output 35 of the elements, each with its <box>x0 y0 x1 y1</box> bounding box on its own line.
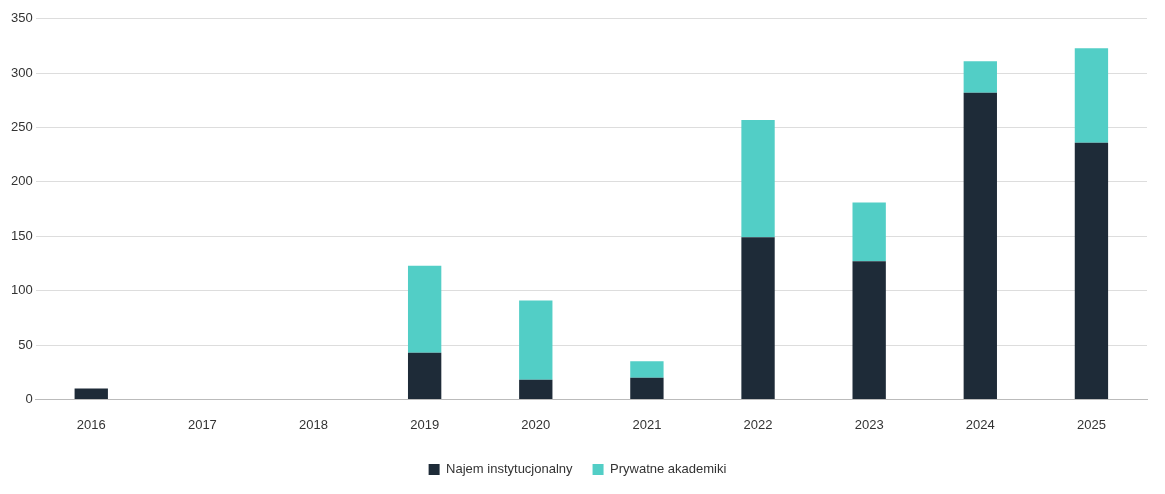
y-tick-label: 100 <box>10 282 33 298</box>
x-tick-label: 2017 <box>187 416 217 432</box>
y-tick-label: 0 <box>25 390 33 406</box>
x-tick-label: 2023 <box>854 416 884 432</box>
y-tick-label: 350 <box>10 10 33 26</box>
x-tick-label: 2021 <box>632 416 662 432</box>
x-tick-label: 2025 <box>1076 416 1106 432</box>
bar <box>852 202 886 262</box>
y-tick-label: 250 <box>10 119 33 135</box>
bar <box>963 92 997 399</box>
legend-label: Najem instytucjonalny <box>446 461 574 477</box>
bar <box>741 237 775 399</box>
x-tick-label: 2024 <box>965 416 995 432</box>
y-tick-label: 50 <box>18 336 33 352</box>
x-tick-label: 2019 <box>410 416 440 432</box>
bar <box>74 388 108 399</box>
bar <box>741 119 775 238</box>
x-tick-label: 2016 <box>76 416 106 432</box>
x-tick-label: 2020 <box>521 416 551 432</box>
bar <box>407 352 442 399</box>
legend-label: Prywatne akademiki <box>610 461 727 477</box>
bar <box>630 377 664 399</box>
y-tick-label: 150 <box>10 227 33 243</box>
y-tick-label: 300 <box>10 64 33 80</box>
bar <box>963 61 997 93</box>
x-tick-label: 2022 <box>743 416 773 432</box>
bar <box>1074 48 1109 143</box>
bar <box>519 379 553 399</box>
bar <box>407 265 442 353</box>
x-tick-label: 2018 <box>299 416 328 432</box>
bar <box>519 300 553 380</box>
bar <box>1074 142 1109 399</box>
bar <box>630 361 664 378</box>
bar <box>852 261 886 399</box>
y-tick-label: 200 <box>10 173 33 189</box>
